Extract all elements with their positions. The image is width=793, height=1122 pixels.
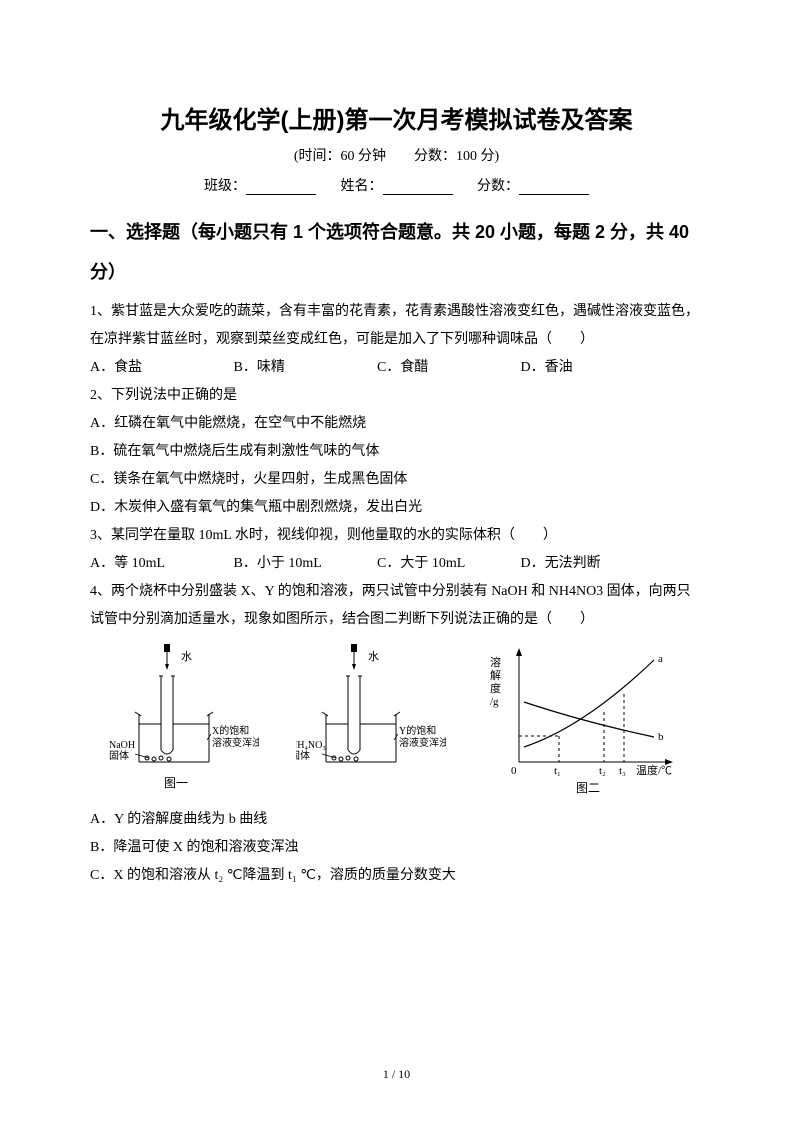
name-label: 姓名： <box>341 179 383 194</box>
fig1-caption: 图一 <box>164 776 188 790</box>
q1-opt-d: D．香油 <box>521 354 661 382</box>
q4-opt-b: B．降温可使 X 的饱和溶液变浑浊 <box>90 834 703 862</box>
q1-opt-c: C．食醋 <box>377 354 517 382</box>
fig2-y-label: Y的饱和 <box>399 724 436 737</box>
q2-opt-a: A．红磷在氧气中能燃烧，在空气中不能燃烧 <box>90 410 703 438</box>
student-info-line: 班级： 姓名： 分数： <box>90 175 703 195</box>
q1-options: A．食盐 B．味精 C．食醋 D．香油 <box>90 354 703 382</box>
q3-options: A．等 10mL B．小于 10mL C．大于 10mL D．无法判断 <box>90 550 703 578</box>
class-label: 班级： <box>204 179 246 194</box>
figure-3-chart: 溶 解 度 /g a b 0 t₁ t₂ t₃ 温度/℃ 图二 <box>484 642 684 802</box>
fig3-ylabel-3: 度 <box>490 681 501 695</box>
q3-opt-a: A．等 10mL <box>90 550 230 578</box>
q3-stem: 3、某同学在量取 10mL 水时，视线仰视，则他量取的水的实际体积（ ） <box>90 522 703 550</box>
q4-opt-a: A．Y 的溶解度曲线为 b 曲线 <box>90 806 703 834</box>
q3-opt-d: D．无法判断 <box>521 550 661 578</box>
fig1-naoh-label: NaOH <box>109 740 135 751</box>
fig1-naoh-label2: 固体 <box>109 750 129 762</box>
fig3-t3: t₃ <box>619 765 626 777</box>
q4-figures: 水 NaOH 固体 X的饱和 溶液变浑浊 <box>90 642 703 802</box>
q2-stem: 2、下列说法中正确的是 <box>90 382 703 410</box>
fig1-water-label: 水 <box>181 650 192 663</box>
figure-1: 水 NaOH 固体 X的饱和 溶液变浑浊 <box>109 642 259 802</box>
q3-opt-c: C．大于 10mL <box>377 550 517 578</box>
fig2-water-label: 水 <box>368 650 379 663</box>
fig2-y-label2: 溶液变浑浊 <box>399 736 446 749</box>
fig3-origin: 0 <box>511 765 517 777</box>
fig2-nh4no3-label2: 固体 <box>296 750 310 762</box>
fig1-x-label2: 溶液变浑浊 <box>212 736 259 749</box>
page: 九年级化学(上册)第一次月考模拟试卷及答案 (时间：60 分钟 分数：100 分… <box>0 0 793 1122</box>
page-title: 九年级化学(上册)第一次月考模拟试卷及答案 <box>90 100 703 135</box>
q1-stem: 1、紫甘蓝是大众爱吃的蔬菜，含有丰富的花青素，花青素遇酸性溶液变红色，遇碱性溶液… <box>90 298 703 354</box>
q3-opt-b: B．小于 10mL <box>234 550 374 578</box>
q4-opt-c: C．X 的饱和溶液从 t₂ ℃降温到 t₁ ℃，溶质的质量分数变大 <box>90 862 703 890</box>
score-label: 分数： <box>477 179 519 194</box>
fig3-ylabel-1: 溶 <box>490 655 501 669</box>
fig3-t1: t₁ <box>554 765 561 777</box>
fig3-xlabel: 温度/℃ <box>636 763 672 777</box>
figure-2: 水 NH₄NO₃ 固体 Y的饱和 溶液变浑浊 <box>296 642 446 802</box>
exam-subtitle: (时间：60 分钟 分数：100 分) <box>90 145 703 165</box>
fig2-nh4no3-label: NH₄NO₃ <box>296 740 326 751</box>
q2-opt-d: D．木炭伸入盛有氧气的集气瓶中剧烈燃烧，发出白光 <box>90 494 703 522</box>
page-number: 1 / 10 <box>0 1067 793 1082</box>
fig3-caption: 图二 <box>576 781 600 795</box>
fig3-ylabel-4: /g <box>490 696 499 708</box>
score-blank[interactable] <box>519 180 589 195</box>
fig3-ylabel-2: 解 <box>490 668 501 682</box>
fig3-t2: t₂ <box>599 765 606 777</box>
q2-opt-c: C．镁条在氧气中燃烧时，火星四射，生成黑色固体 <box>90 466 703 494</box>
name-blank[interactable] <box>383 180 453 195</box>
class-blank[interactable] <box>246 180 316 195</box>
q4-stem: 4、两个烧杯中分别盛装 X、Y 的饱和溶液，两只试管中分别装有 NaOH 和 N… <box>90 578 703 634</box>
q1-opt-a: A．食盐 <box>90 354 230 382</box>
fig1-x-label: X的饱和 <box>212 724 249 737</box>
fig3-curve-b: b <box>658 731 664 743</box>
q2-opt-b: B．硫在氧气中燃烧后生成有刺激性气味的气体 <box>90 438 703 466</box>
fig3-curve-a: a <box>658 653 663 665</box>
q1-opt-b: B．味精 <box>234 354 374 382</box>
section-1-heading: 一、选择题（每小题只有 1 个选项符合题意。共 20 小题，每题 2 分，共 4… <box>90 213 703 292</box>
